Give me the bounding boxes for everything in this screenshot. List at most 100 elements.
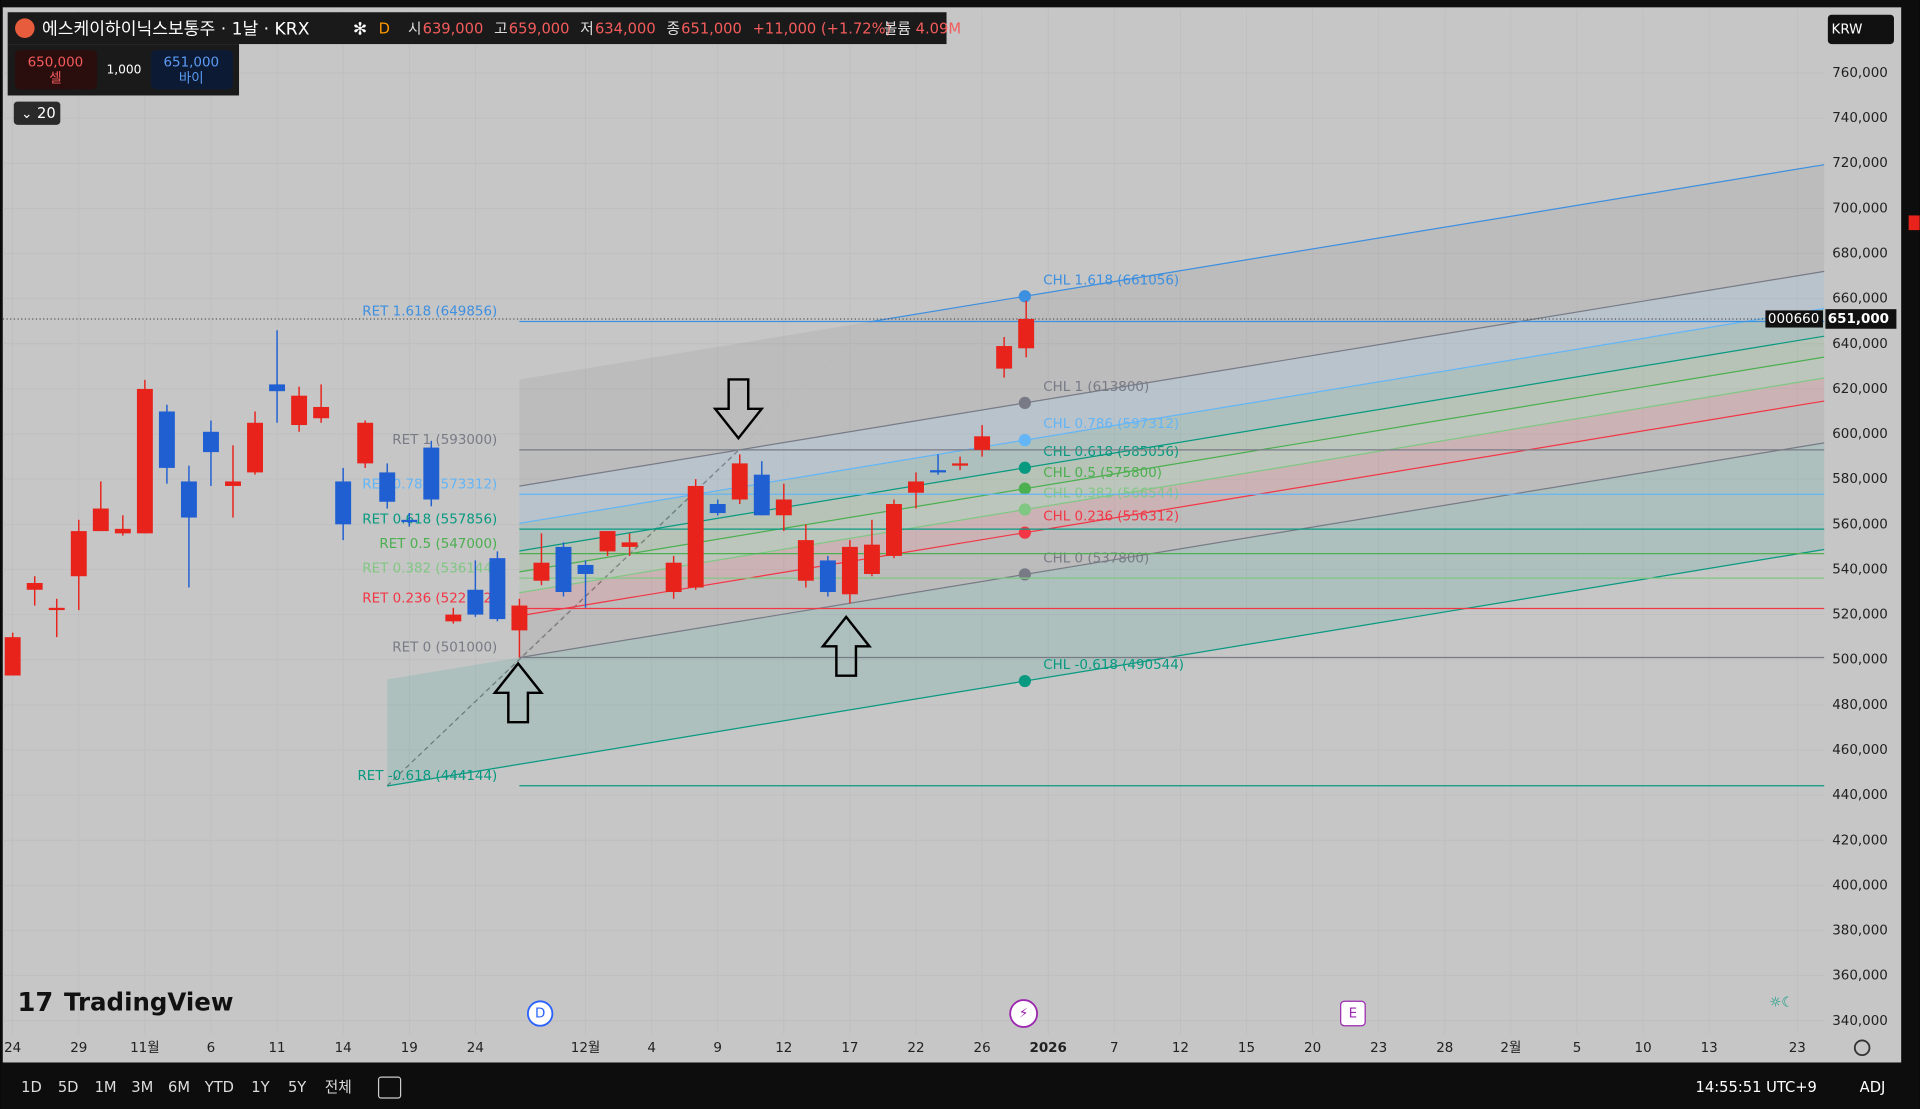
candle-body — [731, 463, 748, 500]
channel-point — [1018, 526, 1031, 539]
candle-body — [225, 481, 241, 486]
candle-body — [203, 431, 219, 453]
earnings-event[interactable] — [1009, 999, 1039, 1028]
quantity[interactable]: 1,000 — [106, 62, 141, 76]
y-tick-label: 720,000 — [1832, 156, 1888, 171]
y-tick-label: 440,000 — [1832, 788, 1888, 803]
y-tick-label: 420,000 — [1832, 833, 1888, 848]
candle-body — [621, 542, 638, 547]
candle-body — [313, 406, 330, 419]
x-tick-label: 11 — [269, 1041, 286, 1056]
clock: 14:55:51 UTC+9 — [1696, 1079, 1817, 1096]
candle-body — [423, 447, 440, 500]
x-tick-label: 24 — [467, 1041, 484, 1056]
up-arrow — [820, 614, 872, 677]
candle-body — [489, 558, 506, 620]
candle-body — [863, 544, 880, 574]
x-tick-label: 12 — [1172, 1041, 1189, 1056]
x-tick-label: 14 — [335, 1041, 352, 1056]
candle-body — [357, 422, 374, 464]
candle-body — [269, 384, 286, 392]
candle-body — [908, 481, 924, 493]
currency-button[interactable] — [1827, 14, 1894, 45]
candle-body — [555, 546, 572, 593]
sell-label: 셀 — [49, 70, 61, 86]
logo-mark: 17 — [17, 988, 53, 1018]
retracement-label: RET 0.618 (557856) — [362, 512, 497, 527]
event-label: D — [535, 1007, 545, 1022]
y-tick-label: 680,000 — [1832, 247, 1888, 262]
candle-body — [48, 607, 65, 611]
adj[interactable]: ADJ — [1860, 1079, 1886, 1096]
date-picker[interactable] — [377, 1076, 402, 1099]
channel-band — [519, 164, 1825, 487]
channel-point — [1018, 674, 1031, 688]
collapse-button[interactable] — [13, 101, 61, 125]
buy-price: 651,000 — [163, 55, 219, 70]
retracement-label: RET 0.5 (547000) — [379, 537, 497, 552]
range-button[interactable]: 1M — [95, 1079, 117, 1096]
x-tick-label: 20 — [1304, 1041, 1321, 1056]
candle-body — [92, 508, 109, 532]
retracement-label: RET 0.382 (536144) — [362, 561, 497, 576]
candle-body — [797, 540, 814, 581]
y-tick-label: 580,000 — [1832, 472, 1888, 487]
y-tick-label: 620,000 — [1832, 382, 1888, 397]
candle-body — [687, 485, 704, 588]
range-button[interactable]: 전체 — [325, 1079, 352, 1096]
range-button[interactable]: YTD — [204, 1079, 234, 1096]
candle-body — [401, 519, 418, 523]
ohlc-label: 저 — [580, 20, 594, 37]
range-button[interactable]: 3M — [131, 1079, 153, 1096]
range-button[interactable]: 5Y — [288, 1079, 306, 1096]
candle-body — [467, 589, 484, 615]
channel-point — [1018, 433, 1031, 447]
channel-band — [519, 336, 1825, 572]
x-tick-label: 28 — [1436, 1041, 1453, 1056]
header-bar — [7, 12, 947, 45]
plot: 340,000 360,000 380,000 400,000 420,000 440,0… — [2, 9, 1897, 1056]
sell-button[interactable] — [15, 50, 98, 90]
range-button[interactable]: 1Y — [251, 1079, 269, 1096]
retracement-label: RET 1 (593000) — [392, 433, 497, 448]
y-tick-label: 660,000 — [1832, 292, 1888, 307]
buy-button[interactable] — [150, 50, 233, 90]
logo: TradingView — [64, 988, 234, 1017]
x-tick-label: 7 — [1110, 1041, 1119, 1056]
x-tick-label: 13 — [1701, 1041, 1718, 1056]
session-icon: ☼☾ — [1769, 996, 1793, 1011]
channel-point — [1018, 568, 1031, 581]
candle-body — [886, 504, 902, 556]
channel-point — [1018, 461, 1031, 474]
range-button[interactable]: 1D — [21, 1079, 42, 1096]
y-tick-label: 340,000 — [1832, 1014, 1888, 1029]
volume: 4.09M — [916, 20, 961, 37]
y-tick-label: 520,000 — [1832, 608, 1888, 623]
candle-body — [247, 422, 263, 473]
candle-body — [180, 481, 197, 518]
last-price-label: 651,000 — [1828, 312, 1889, 327]
channel-label: CHL 0.5 (575800) — [1043, 466, 1162, 481]
settings[interactable] — [1853, 1039, 1871, 1057]
range-buttons: 1D 5D 1M 3M 6M YTD 1Y 5Y 전체 — [21, 1079, 352, 1096]
volume-label: 볼륨 — [884, 20, 911, 37]
x-tick-label: 11월 — [130, 1040, 160, 1056]
range-button[interactable]: 6M — [168, 1079, 190, 1096]
side-marker — [1908, 215, 1920, 231]
candle-body — [709, 504, 726, 514]
range-button[interactable]: 5D — [58, 1079, 79, 1096]
ohlc-value: 651,000 — [681, 20, 742, 37]
dividend-event[interactable] — [526, 1000, 554, 1027]
x-tick-label: 22 — [907, 1041, 924, 1056]
candle-body — [996, 346, 1013, 369]
ohlc-label: 시 — [408, 20, 422, 37]
candle-body — [974, 436, 991, 450]
economic-event[interactable] — [1340, 1000, 1366, 1027]
sell-price: 650,000 — [28, 55, 84, 70]
retracement-label: RET 0 (501000) — [392, 641, 497, 656]
y-tick-label: 560,000 — [1832, 517, 1888, 532]
y-tick-label: 700,000 — [1832, 201, 1888, 216]
channel-line — [519, 335, 1825, 552]
y-tick-label: 380,000 — [1832, 924, 1888, 939]
channel-label: CHL 1 (613800) — [1043, 380, 1149, 395]
